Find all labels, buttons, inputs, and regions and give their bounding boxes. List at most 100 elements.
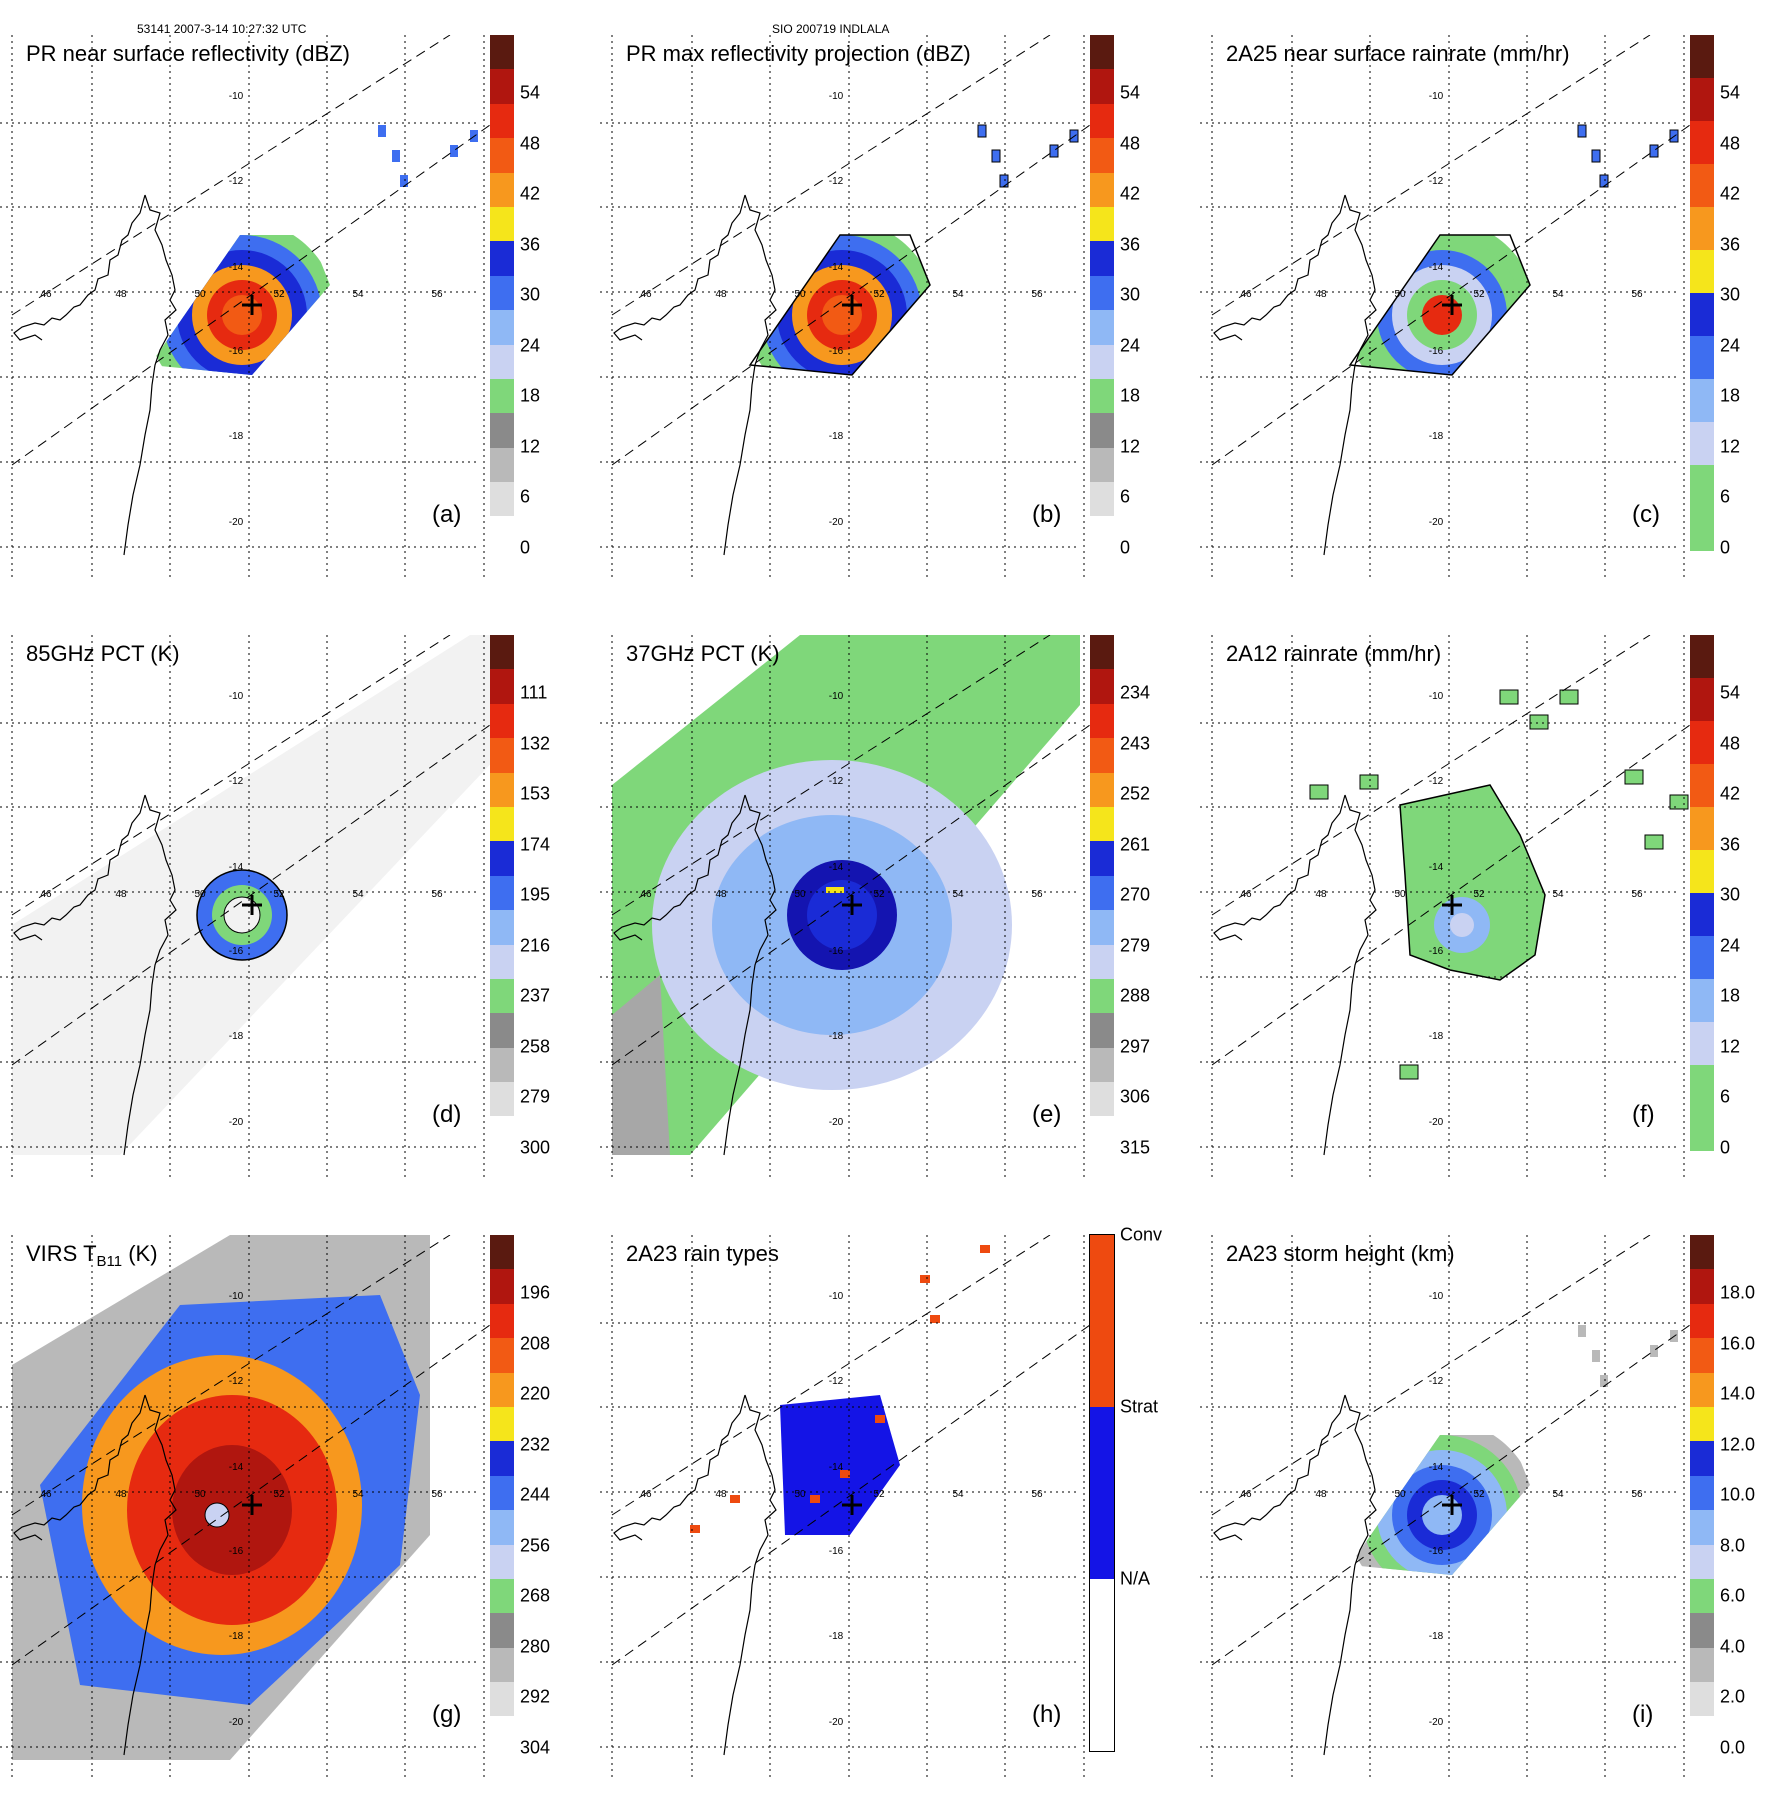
colorbar-tick-label: 252 — [1120, 783, 1151, 804]
colorbar-tick-label: 270 — [1120, 884, 1151, 905]
colorbar-segment — [490, 344, 514, 379]
map-area: 46 48 50 52 54 56 -10 -12 -14 -16 -18 -20 — [0, 1235, 490, 1780]
colorbar-tick-label: 261 — [1120, 834, 1151, 855]
lat-label: -10 — [829, 91, 844, 102]
colorbar-segment — [490, 772, 514, 807]
lon-label: 54 — [352, 1489, 364, 1500]
colorbar-segment — [1090, 703, 1114, 739]
colorbar — [1690, 1235, 1714, 1751]
lat-label: -20 — [229, 517, 244, 528]
lat-label: -14 — [829, 862, 844, 873]
panel-title: 85GHz PCT (K) — [26, 641, 180, 666]
colorbar-segment — [490, 103, 514, 139]
colorbar-segment — [1090, 910, 1114, 945]
colorbar — [1089, 1234, 1115, 1752]
colorbar-tick-label: 42 — [1720, 783, 1741, 804]
colorbar-segment — [490, 447, 514, 483]
colorbar-segment — [1090, 1082, 1114, 1117]
coastline — [1213, 794, 1377, 1156]
colorbar-segment — [490, 669, 514, 704]
map-area: 46 48 50 52 54 56 -10 -12 -14 -16 -18 -20 — [600, 635, 1090, 1180]
colorbar-segment — [1090, 35, 1114, 70]
field-data — [1350, 1325, 1678, 1575]
coastline — [13, 1394, 177, 1756]
panel-a: 46 48 50 52 54 56 -10 -12 -14 -16 -18 -20 PR near su… — [0, 35, 575, 595]
colorbar-segment — [1690, 422, 1714, 465]
colorbar-tick-label: 304 — [520, 1737, 551, 1758]
lat-label: -16 — [229, 346, 244, 357]
colorbar-segment — [1090, 275, 1114, 311]
storm-center-marker — [842, 295, 862, 315]
lon-label: 46 — [40, 1489, 52, 1500]
colorbar-tick-label: 6.0 — [1720, 1585, 1746, 1606]
colorbar-tick-label: 153 — [520, 783, 551, 804]
colorbar-segment — [490, 841, 514, 876]
lon-label: 50 — [794, 289, 806, 300]
lon-label: 48 — [1315, 289, 1327, 300]
colorbar-segment — [1090, 378, 1114, 414]
lat-label: -10 — [229, 1291, 244, 1302]
storm-center-marker — [842, 1495, 862, 1515]
colorbar-segment — [1690, 1022, 1714, 1065]
lat-lon-grid — [600, 1235, 1085, 1780]
colorbar-segment — [1690, 379, 1714, 422]
colorbar-segment — [1690, 1303, 1714, 1339]
colorbar-tick-label: 18 — [1720, 385, 1741, 406]
colorbar-segment — [490, 1338, 514, 1373]
lat-lon-grid — [600, 35, 1085, 580]
colorbar-segment — [1090, 1407, 1114, 1579]
lon-label: 56 — [431, 1489, 443, 1500]
colorbar-segment — [1090, 875, 1114, 911]
coastline — [1213, 194, 1377, 556]
colorbar-segment — [490, 413, 514, 448]
lat-label: -16 — [229, 946, 244, 957]
colorbar-segment — [1690, 1108, 1714, 1151]
panel-letter: (h) — [1032, 1701, 1062, 1728]
colorbar-segment — [1690, 1269, 1714, 1304]
colorbar-segment — [1690, 1613, 1714, 1648]
panel-letter: (a) — [432, 501, 462, 528]
panel-c: 46 48 50 52 54 56 -10 -12 -14 -16 -18 -20 2A25 near … — [1200, 35, 1771, 595]
panel-b: 46 48 50 52 54 56 -10 -12 -14 -16 -18 -20 PR max ref… — [600, 35, 1175, 595]
colorbar-tick-label: 256 — [520, 1535, 551, 1556]
storm-center-marker — [1442, 295, 1462, 315]
lat-label: -18 — [229, 1031, 244, 1042]
colorbar-segment — [1090, 944, 1114, 979]
colorbar-segment — [1090, 516, 1114, 551]
lon-label: 46 — [640, 1489, 652, 1500]
colorbar-tick-label: 10.0 — [1720, 1484, 1756, 1505]
colorbar-tick-label: 0 — [1720, 1137, 1731, 1158]
lat-label: -10 — [1429, 91, 1444, 102]
colorbar-segment — [490, 1647, 514, 1683]
colorbar-tick-label: 0 — [520, 537, 531, 558]
panel-i: 46 48 50 52 54 56 -10 -12 -14 -16 -18 -20 2A23 storm… — [1200, 1235, 1771, 1795]
colorbar-segment — [490, 944, 514, 979]
panel-letter: (d) — [432, 1101, 462, 1128]
lon-label: 52 — [1473, 889, 1485, 900]
lon-label: 54 — [1552, 889, 1564, 900]
lat-label: -14 — [1429, 862, 1444, 873]
colorbar-tick-label: 6 — [520, 486, 531, 507]
colorbar-segment — [490, 138, 514, 173]
lon-label: 48 — [1315, 1489, 1327, 1500]
colorbar-tick-label: 196 — [520, 1282, 551, 1303]
lon-label: 52 — [1473, 1489, 1485, 1500]
lon-label: 46 — [640, 289, 652, 300]
colorbar-segment — [1090, 413, 1114, 448]
colorbar-tick-label: 16.0 — [1720, 1333, 1756, 1354]
colorbar-segment — [1090, 1116, 1114, 1151]
colorbar-tick-label: 48 — [1120, 133, 1141, 154]
colorbar-tick-label: 42 — [1720, 183, 1741, 204]
lat-label: -10 — [229, 691, 244, 702]
lon-label: 48 — [1315, 889, 1327, 900]
colorbar-segment — [1090, 772, 1114, 807]
lon-label: 56 — [1031, 289, 1043, 300]
colorbar-tick-label: 6 — [1720, 486, 1731, 507]
lat-label: -18 — [829, 1031, 844, 1042]
field-data — [150, 125, 478, 375]
lat-lon-grid — [1200, 35, 1685, 580]
lat-label: -14 — [829, 1462, 844, 1473]
colorbar-segment — [490, 806, 514, 842]
colorbar-tick-label: 18 — [1120, 385, 1141, 406]
colorbar-segment — [490, 378, 514, 414]
